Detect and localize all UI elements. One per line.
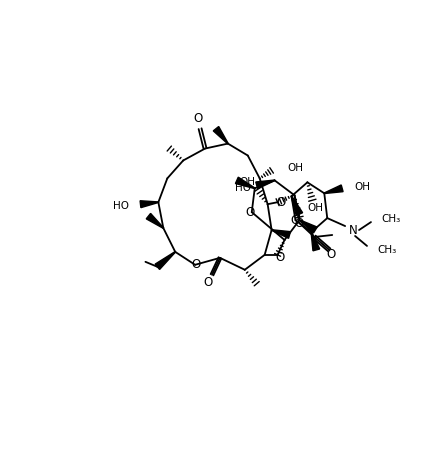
Text: OH: OH <box>353 183 369 192</box>
Text: O: O <box>290 213 299 227</box>
Polygon shape <box>235 177 254 189</box>
Text: CH₃: CH₃ <box>380 214 399 224</box>
Polygon shape <box>323 185 342 194</box>
Text: O: O <box>203 276 212 289</box>
Polygon shape <box>311 232 319 251</box>
Text: CH₃: CH₃ <box>376 245 395 255</box>
Polygon shape <box>140 201 158 208</box>
Text: OH: OH <box>239 177 255 187</box>
Text: OH: OH <box>307 203 322 213</box>
Polygon shape <box>291 196 302 216</box>
Text: O: O <box>245 205 254 219</box>
Polygon shape <box>255 180 274 189</box>
Polygon shape <box>155 252 175 270</box>
Polygon shape <box>299 220 317 233</box>
Text: HO: HO <box>112 201 128 211</box>
Text: O: O <box>191 258 200 271</box>
Text: OH: OH <box>287 163 303 174</box>
Text: O: O <box>193 112 202 125</box>
Text: O: O <box>275 196 285 209</box>
Text: O: O <box>274 251 284 264</box>
Text: N: N <box>348 224 357 236</box>
Polygon shape <box>271 230 290 238</box>
Polygon shape <box>213 126 227 144</box>
Text: O: O <box>326 249 335 261</box>
Text: O: O <box>294 217 303 230</box>
Text: HO: HO <box>234 183 250 193</box>
Polygon shape <box>146 213 163 228</box>
